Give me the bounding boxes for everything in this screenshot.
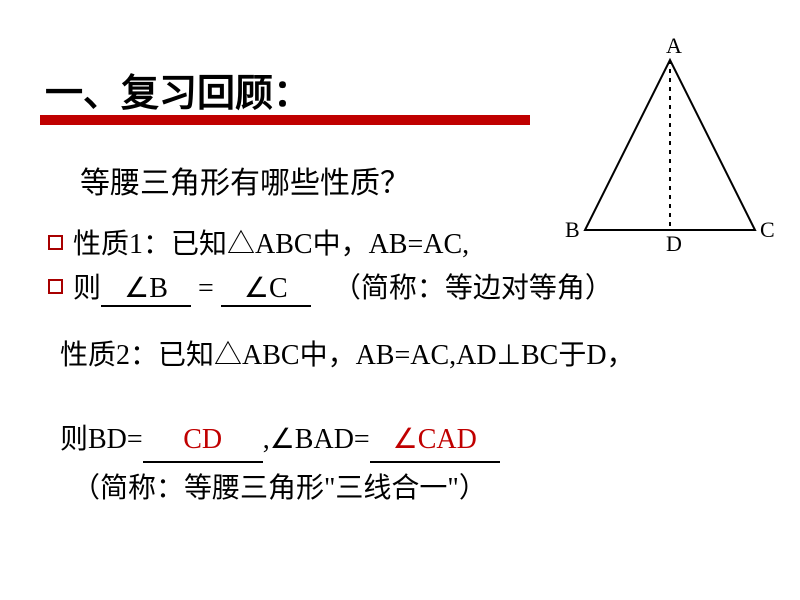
prop1-then: 则 bbox=[73, 273, 101, 304]
property-1-line-2: 则∠B = ∠C （简称：等边对等角） bbox=[48, 266, 613, 307]
blank-angle-b: ∠B bbox=[101, 271, 191, 307]
prop1-note: （简称：等边对等角） bbox=[333, 273, 613, 304]
vertex-label-b: B bbox=[565, 217, 580, 243]
vertex-label-c: C bbox=[760, 217, 775, 243]
prop2-mid: ,∠BAD= bbox=[263, 424, 370, 455]
prop1-given: 性质1：已知△ABC中，AB=AC, bbox=[73, 229, 469, 260]
vertex-label-d: D bbox=[666, 231, 682, 257]
triangle-svg bbox=[570, 35, 770, 255]
property-2-line-2: 则BD= CD ,∠BAD= ∠CAD bbox=[60, 420, 760, 463]
answer-cd: CD bbox=[183, 424, 222, 455]
prop2-then-prefix: 则BD= bbox=[60, 424, 143, 455]
blank-cd: CD bbox=[143, 420, 263, 463]
equals-sign: = bbox=[191, 273, 221, 304]
blank-cad: ∠CAD bbox=[370, 420, 500, 463]
answer-cad: ∠CAD bbox=[393, 424, 477, 455]
prop2-given: 性质2：已知△ABC中，AB=AC,AD⊥BC于D， bbox=[60, 340, 635, 371]
question-text: 等腰三角形有哪些性质？ bbox=[80, 158, 410, 202]
blank-angle-c: ∠C bbox=[221, 271, 311, 307]
bullet-icon bbox=[48, 279, 63, 294]
property-2-line-1: 性质2：已知△ABC中，AB=AC,AD⊥BC于D， bbox=[60, 336, 760, 377]
triangle-diagram: A B C D bbox=[570, 35, 770, 245]
section-title: 一、复习回顾： bbox=[45, 62, 311, 117]
title-underline bbox=[40, 115, 530, 125]
bullet-icon bbox=[48, 235, 63, 250]
property-1-line-1: 性质1：已知△ABC中，AB=AC, bbox=[48, 222, 469, 262]
vertex-label-a: A bbox=[666, 33, 682, 59]
property-2-note: （简称：等腰三角形"三线合一"） bbox=[72, 466, 487, 506]
